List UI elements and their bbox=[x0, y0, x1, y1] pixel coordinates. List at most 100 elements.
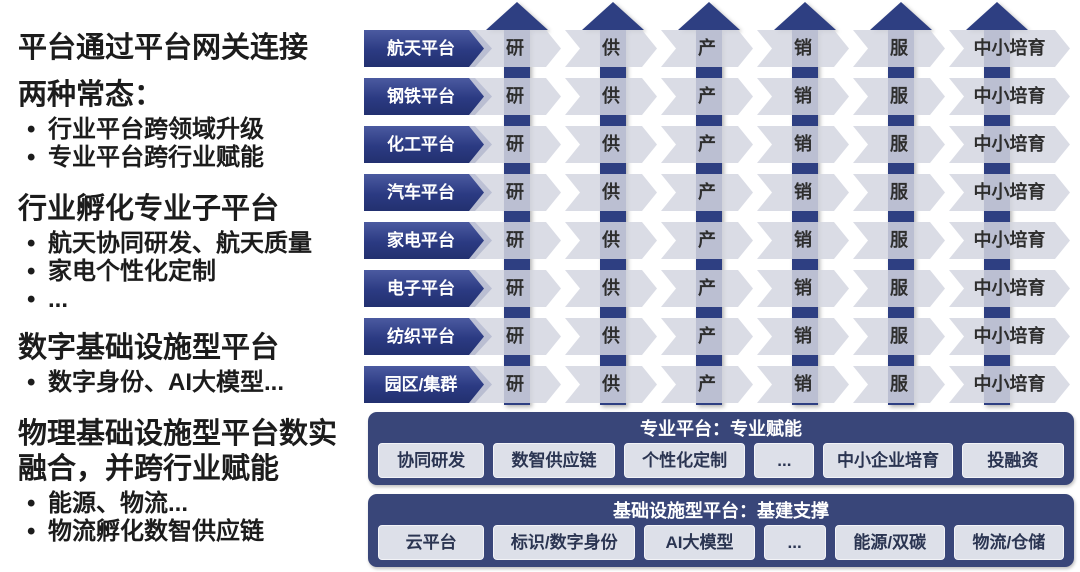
stage-cell: 研 bbox=[469, 222, 561, 259]
bullet-text: 家电个性化定制 bbox=[48, 258, 216, 285]
matrix-row: 家电平台研供产销服中小培育 bbox=[362, 222, 1080, 259]
bullet-item: • 航天协同研发、航天质量 bbox=[18, 230, 362, 258]
left-section: 两种常态： • 行业平台跨领域升级 • 专业平台跨行业赋能 bbox=[18, 78, 362, 172]
stage-band: 研供产销服中小培育 bbox=[469, 126, 1070, 163]
bullet-text: 数字身份、AI大模型... bbox=[48, 369, 285, 396]
bullet-dot: • bbox=[27, 518, 36, 545]
stage-cell: 中小培育 bbox=[949, 30, 1070, 67]
bottom-section-items: 协同研发 数智供应链 个性化定制... 中小企业培育 投融资 bbox=[378, 443, 1064, 478]
bullet-item: • 物流孵化数智供应链 bbox=[18, 518, 362, 546]
stage-band: 研供产销服中小培育 bbox=[469, 174, 1070, 211]
row-label: 钢铁平台 bbox=[364, 78, 492, 115]
stage-cell: 中小培育 bbox=[949, 174, 1070, 211]
stage-cell: 产 bbox=[661, 270, 753, 307]
stage-band: 研供产销服中小培育 bbox=[469, 270, 1070, 307]
section-heading: 两种常态： bbox=[18, 79, 164, 111]
section-heading: 物理基础设施型平台数实融合，并跨行业赋能 bbox=[18, 418, 338, 485]
left-section: 数字基础设施型平台 • 数字身份、AI大模型... bbox=[18, 331, 362, 397]
stage-cell: 服 bbox=[853, 30, 945, 67]
stage-cell: 销 bbox=[757, 222, 849, 259]
row-label: 家电平台 bbox=[364, 222, 492, 259]
stage-cell: 研 bbox=[469, 366, 561, 403]
stage-cell: 研 bbox=[469, 30, 561, 67]
stage-cell: 服 bbox=[853, 366, 945, 403]
stage-cell: 服 bbox=[853, 222, 945, 259]
stage-cell: 中小培育 bbox=[949, 318, 1070, 355]
matrix: 航天平台研供产销服中小培育 钢铁平台研供产销服中小培育 化工平台研供产销服中小培育汽… bbox=[362, 0, 1080, 572]
stage-cell: 产 bbox=[661, 366, 753, 403]
stage-cell: 中小培育 bbox=[949, 78, 1070, 115]
bullet-dot: • bbox=[27, 144, 36, 171]
up-arrow-head-icon bbox=[486, 2, 548, 30]
capability-box: 投融资 bbox=[961, 443, 1064, 478]
stage-cell: 服 bbox=[853, 78, 945, 115]
bullet-dot: • bbox=[27, 490, 36, 517]
section-heading: 数字基础设施型平台 bbox=[18, 332, 280, 364]
capability-box: 协同研发 bbox=[378, 443, 485, 478]
capability-box: 云平台 bbox=[378, 525, 485, 560]
stage-band: 研供产销服中小培育 bbox=[469, 222, 1070, 259]
stage-cell: 供 bbox=[565, 174, 657, 211]
row-label: 航天平台 bbox=[364, 30, 492, 67]
stage-cell: 销 bbox=[757, 366, 849, 403]
capability-box: 个性化定制 bbox=[623, 443, 746, 478]
stage-cell: 产 bbox=[661, 318, 753, 355]
stage-cell: 供 bbox=[565, 126, 657, 163]
stage-cell: 服 bbox=[853, 318, 945, 355]
section-heading: 行业孵化专业子平台 bbox=[18, 193, 280, 225]
up-arrow-head-icon bbox=[966, 2, 1028, 30]
stage-cell: 销 bbox=[757, 270, 849, 307]
bullet-item: • 能源、物流... bbox=[18, 490, 362, 518]
row-label: 园区/集群 bbox=[364, 366, 492, 403]
row-label: 纺织平台 bbox=[364, 318, 492, 355]
capability-box: 能源/双碳 bbox=[834, 525, 945, 560]
bullet-text: 航天协同研发、航天质量 bbox=[48, 230, 312, 257]
bullet-text: 能源、物流... bbox=[48, 490, 189, 517]
stage-cell: 供 bbox=[565, 78, 657, 115]
capability-box: 数智供应链 bbox=[493, 443, 615, 478]
stage-cell: 产 bbox=[661, 126, 753, 163]
stage-band: 研供产销服中小培育 bbox=[469, 366, 1070, 403]
bullet-item: • 家电个性化定制 bbox=[18, 258, 362, 286]
up-arrow-head-icon bbox=[678, 2, 740, 30]
matrix-row: 电子平台研供产销服中小培育 bbox=[362, 270, 1080, 307]
stage-cell: 服 bbox=[853, 174, 945, 211]
bullet-text: ... bbox=[48, 286, 69, 313]
stage-cell: 销 bbox=[757, 318, 849, 355]
capability-box: ... bbox=[763, 525, 826, 560]
capability-box: 标识/数字身份 bbox=[493, 525, 636, 560]
bullet-text: 专业平台跨行业赋能 bbox=[48, 144, 264, 171]
bullet-dot: • bbox=[27, 230, 36, 257]
bottom-section-items: 云平台 标识/数字身份 AI大模型... 能源/双碳 物流/仓储 bbox=[378, 525, 1064, 560]
matrix-row: 汽车平台研供产销服中小培育 bbox=[362, 174, 1080, 211]
stage-band: 研供产销服中小培育 bbox=[469, 78, 1070, 115]
stage-cell: 中小培育 bbox=[949, 222, 1070, 259]
stage-cell: 研 bbox=[469, 78, 561, 115]
stage-cell: 供 bbox=[565, 30, 657, 67]
stage-cell: 产 bbox=[661, 222, 753, 259]
bullet-text: 物流孵化数智供应链 bbox=[48, 518, 264, 545]
stage-cell: 供 bbox=[565, 318, 657, 355]
left-panel: 平台通过平台网关连接 两种常态： • 行业平台跨领域升级 • 专业平台跨行业赋能 行业孵化… bbox=[0, 0, 362, 572]
up-arrow-head-icon bbox=[870, 2, 932, 30]
matrix-row: 化工平台研供产销服中小培育 bbox=[362, 126, 1080, 163]
stage-cell: 研 bbox=[469, 126, 561, 163]
stage-cell: 供 bbox=[565, 270, 657, 307]
stage-cell: 服 bbox=[853, 270, 945, 307]
stage-cell: 研 bbox=[469, 270, 561, 307]
matrix-row: 园区/集群研供产销服中小培育 bbox=[362, 366, 1080, 403]
stage-cell: 销 bbox=[757, 30, 849, 67]
row-label: 化工平台 bbox=[364, 126, 492, 163]
bottom-section-title: 专业平台：专业赋能 bbox=[640, 419, 802, 439]
capability-box: 中小企业培育 bbox=[823, 443, 953, 478]
matrix-row: 纺织平台研供产销服中小培育 bbox=[362, 318, 1080, 355]
stage-band: 研供产销服中小培育 bbox=[469, 30, 1070, 67]
bullet-dot: • bbox=[27, 116, 36, 143]
row-label: 电子平台 bbox=[364, 270, 492, 307]
stage-cell: 供 bbox=[565, 366, 657, 403]
stage-band: 研供产销服中小培育 bbox=[469, 318, 1070, 355]
bullet-text: 行业平台跨领域升级 bbox=[48, 116, 264, 143]
stage-cell: 产 bbox=[661, 78, 753, 115]
bullet-dot: • bbox=[27, 286, 36, 313]
